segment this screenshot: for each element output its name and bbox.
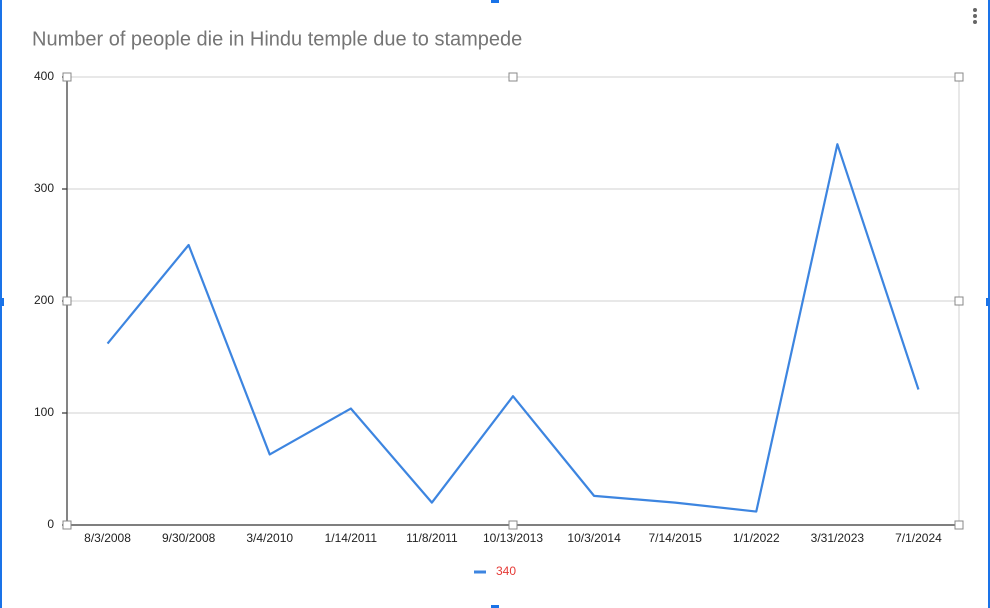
resize-handle[interactable] bbox=[491, 605, 499, 608]
y-tick-label: 100 bbox=[34, 405, 54, 419]
resize-handle bbox=[508, 72, 518, 82]
menu-dot bbox=[973, 14, 977, 18]
resize-handle[interactable] bbox=[0, 298, 4, 306]
x-tick-label: 1/1/2022 bbox=[733, 531, 780, 545]
x-tick-label: 7/14/2015 bbox=[648, 531, 702, 545]
y-tick-label: 0 bbox=[47, 517, 54, 531]
menu-dot bbox=[973, 20, 977, 24]
x-tick-label: 11/8/2011 bbox=[406, 531, 458, 545]
y-tick-label: 400 bbox=[34, 69, 54, 83]
resize-handle bbox=[62, 72, 72, 82]
legend-label: 340 bbox=[496, 564, 516, 578]
x-tick-label: 10/3/2014 bbox=[567, 531, 621, 545]
resize-handle bbox=[954, 296, 964, 306]
x-tick-label: 7/1/2024 bbox=[895, 531, 942, 545]
series-line bbox=[106, 143, 920, 513]
resize-handle bbox=[954, 72, 964, 82]
resize-handle bbox=[508, 520, 518, 530]
x-tick-label: 10/13/2013 bbox=[483, 531, 543, 545]
x-tick-label: 3/4/2010 bbox=[246, 531, 293, 545]
resize-handle[interactable] bbox=[986, 298, 990, 306]
x-tick-label: 3/31/2023 bbox=[811, 531, 865, 545]
resize-handle[interactable] bbox=[491, 0, 499, 3]
menu-dot bbox=[973, 8, 977, 12]
resize-handle bbox=[954, 520, 964, 530]
menu-button[interactable] bbox=[973, 8, 977, 24]
x-tick-label: 1/14/2011 bbox=[325, 531, 378, 545]
resize-handle bbox=[62, 296, 72, 306]
x-tick-label: 9/30/2008 bbox=[162, 531, 216, 545]
y-tick-label: 300 bbox=[34, 181, 54, 195]
plot-area: 0 100 200 300 400 8/3/2008 9/30/2008 3/4/2010 1/… bbox=[34, 69, 964, 578]
chart-title: Number of people die in Hindu temple due… bbox=[32, 28, 522, 50]
resize-handle bbox=[62, 520, 72, 530]
y-tick-label: 200 bbox=[34, 293, 54, 307]
x-tick-label: 8/3/2008 bbox=[84, 531, 131, 545]
